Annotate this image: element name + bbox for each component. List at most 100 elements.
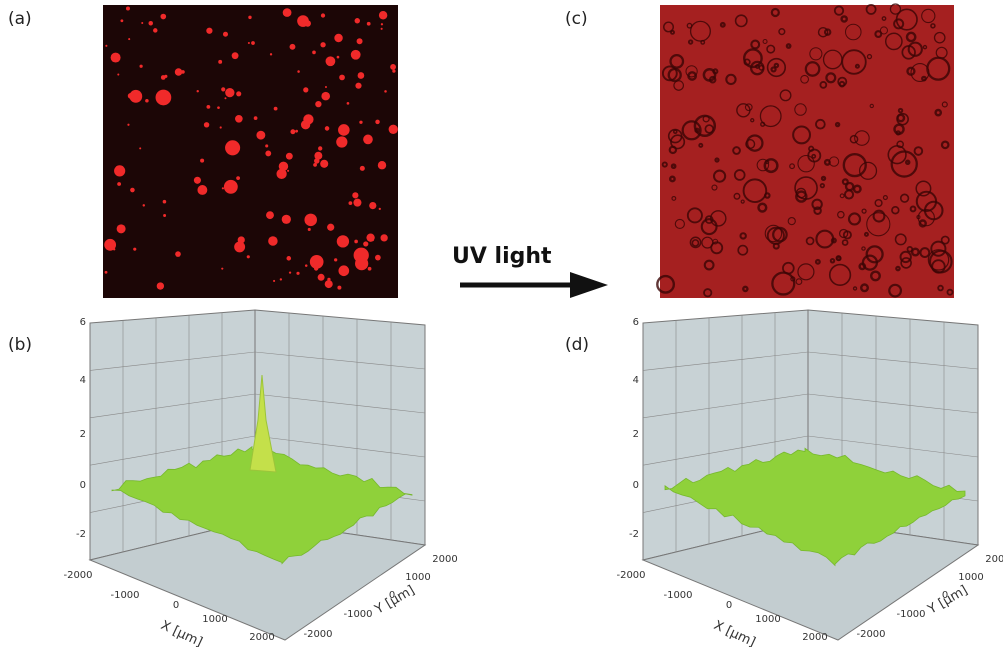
particle <box>163 214 166 217</box>
z-tick-label: 0 <box>633 480 639 491</box>
particle <box>297 15 309 27</box>
particle <box>314 152 322 160</box>
y-tick-label: -1000 <box>896 609 925 620</box>
particle <box>290 44 296 50</box>
particle <box>327 224 334 231</box>
particle <box>280 278 282 280</box>
particle <box>305 264 308 267</box>
y-axis-label: Y [µm] <box>925 583 971 618</box>
x-tick-label: 2000 <box>249 632 274 643</box>
particle <box>378 161 386 169</box>
particle <box>127 124 129 126</box>
particle <box>326 56 336 66</box>
particle <box>297 70 300 73</box>
particle <box>273 280 275 282</box>
particle <box>223 32 228 37</box>
surface-plot: -20246-2000-1000010002000200010000-1000-… <box>616 310 1003 647</box>
particle <box>352 192 358 198</box>
figure: (a) (b) (c) (d) UV light -20246-2000-100… <box>0 0 1003 647</box>
particle <box>381 28 383 30</box>
x-axis-label: X [µm] <box>158 618 204 647</box>
particle <box>295 130 298 133</box>
particle <box>334 34 342 42</box>
y-tick-label: 2000 <box>432 554 457 565</box>
panel-label: (a) <box>8 9 32 29</box>
particle <box>143 204 145 206</box>
particle <box>367 22 371 26</box>
particle <box>358 72 365 79</box>
particle <box>321 92 330 101</box>
particle <box>313 163 317 167</box>
particle <box>366 233 374 241</box>
arrow-label: UV light <box>452 244 552 269</box>
particle <box>360 166 365 171</box>
particle <box>375 120 379 124</box>
particle <box>296 272 299 275</box>
particle <box>266 211 274 219</box>
particle <box>222 187 224 189</box>
particle <box>270 53 272 55</box>
particle <box>128 93 134 99</box>
surface-plot: -20246-2000-1000010002000200010000-1000-… <box>63 310 457 647</box>
particle <box>235 115 243 123</box>
particle <box>303 114 313 124</box>
particle <box>157 282 164 289</box>
particle <box>380 234 387 241</box>
particle <box>304 214 317 227</box>
y-tick-label: 1000 <box>958 572 983 583</box>
particle <box>369 202 376 209</box>
particle <box>276 169 286 179</box>
particle <box>359 121 362 124</box>
x-tick-label: 2000 <box>802 632 827 643</box>
particle <box>197 90 199 92</box>
particle <box>274 107 278 111</box>
particle <box>145 99 149 103</box>
particle <box>200 159 204 163</box>
y-tick-label: -2000 <box>856 629 885 640</box>
particle <box>337 56 340 59</box>
particle <box>318 146 322 150</box>
particle <box>354 240 358 244</box>
z-tick-label: 0 <box>80 480 86 491</box>
particle <box>161 75 166 80</box>
particle <box>153 28 157 32</box>
particle <box>206 105 210 109</box>
x-tick-label: -2000 <box>616 570 645 581</box>
x-tick-label: 1000 <box>202 614 227 625</box>
particle <box>126 6 130 10</box>
particle <box>389 125 398 134</box>
particle <box>334 258 337 261</box>
particle <box>308 217 311 220</box>
particle <box>340 75 343 78</box>
particle <box>321 13 325 17</box>
particle <box>254 116 258 120</box>
x-tick-label: -1000 <box>110 590 139 601</box>
particle <box>248 42 250 44</box>
particle <box>363 241 368 246</box>
y-tick-label: -2000 <box>303 629 332 640</box>
particle <box>347 102 350 105</box>
x-tick-label: 1000 <box>755 614 780 625</box>
z-tick-label: -2 <box>629 529 639 540</box>
particle <box>232 52 239 59</box>
particle <box>160 14 166 20</box>
particle <box>337 235 349 247</box>
particle <box>355 83 361 89</box>
particle <box>384 90 387 93</box>
particle <box>114 165 125 176</box>
particle <box>338 265 349 276</box>
particle <box>265 151 271 157</box>
particle <box>308 228 311 231</box>
particle <box>225 88 234 97</box>
particle <box>247 255 250 258</box>
particle <box>236 176 240 180</box>
particle <box>289 272 291 274</box>
z-tick-label: 4 <box>80 375 86 386</box>
particle <box>282 215 291 224</box>
particle <box>130 188 135 193</box>
particle <box>351 50 361 60</box>
particle <box>314 266 318 270</box>
particle <box>105 45 107 47</box>
particle <box>336 136 347 147</box>
particle <box>286 256 291 261</box>
